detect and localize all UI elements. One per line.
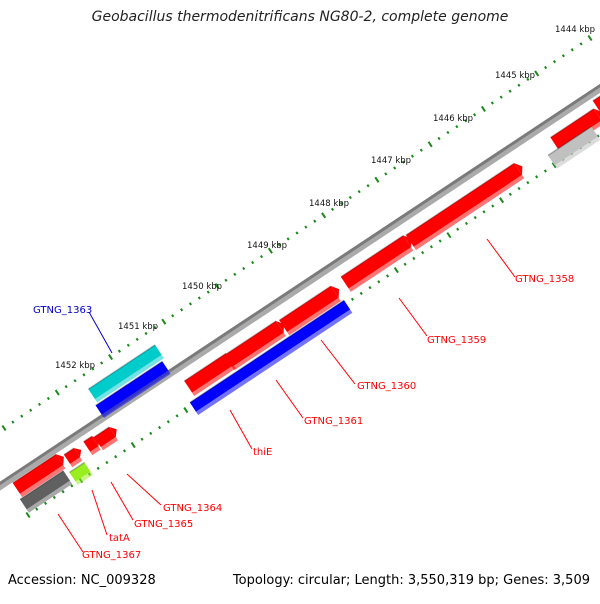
gene-gtng-1361[interactable] [223, 320, 286, 371]
gene-label-gtng-1361[interactable]: GTNG_1361 [304, 416, 363, 427]
gene-gtng-1363[interactable] [87, 344, 164, 403]
tick-label: 1445 kbp [495, 71, 535, 81]
gene-label-tata[interactable]: tatA [109, 533, 130, 544]
tick-label: 1447 kbp [371, 156, 411, 166]
gene-label-gtng-1364[interactable]: GTNG_1364 [163, 503, 222, 514]
gene-label-gtng-1359[interactable]: GTNG_1359 [427, 335, 486, 346]
gene-labels: GTNG_1358 GTNG_1359 GTNG_1360 GTNG_1361 … [33, 274, 574, 561]
label-leaders [57, 238, 516, 553]
tick-label: 1451 kbp [118, 322, 158, 332]
gene-gtng-1364[interactable] [93, 426, 119, 451]
tick-label: 1446 kbp [433, 114, 473, 124]
gene-blue-feature[interactable] [189, 299, 353, 416]
feature-track [12, 95, 600, 513]
tick-label: 1450 kbp [182, 282, 222, 292]
gene-gray-feature[interactable] [19, 470, 73, 513]
gene-gtng-1363-reverse[interactable] [95, 360, 171, 419]
gene-label-gtng-1367[interactable]: GTNG_1367 [82, 550, 141, 561]
gene-label-gtng-1358[interactable]: GTNG_1358 [515, 274, 574, 285]
gene-label-gtng-1360[interactable]: GTNG_1360 [357, 381, 416, 392]
gene-gtng-1360[interactable] [278, 285, 341, 336]
feature-box[interactable] [547, 126, 600, 169]
tick-label: 1449 kbp [247, 241, 287, 251]
gene-gtng-1358[interactable] [405, 162, 525, 251]
gene-thie[interactable] [183, 352, 236, 396]
tick-label: 1452 kbp [55, 361, 95, 371]
tick-label: 1448 kbp [309, 199, 349, 209]
gene-gtng-1367[interactable] [12, 453, 66, 498]
gene-gtng-1359[interactable] [340, 234, 414, 292]
accession-text: Accession: NC_009328 [8, 573, 156, 588]
gene-label-gtng-1365[interactable]: GTNG_1365 [134, 519, 193, 530]
gene-tata[interactable] [63, 447, 83, 468]
gene-lime-feature[interactable] [69, 461, 93, 485]
gene-label-thie[interactable]: thiE [253, 447, 272, 458]
genome-summary-text: Topology: circular; Length: 3,550,319 bp… [232, 573, 590, 588]
tick-label: 1444 kbp [555, 25, 595, 35]
gene-label-gtng-1363[interactable]: GTNG_1363 [33, 305, 92, 316]
tick-labels: 1444 kbp 1445 kbp 1446 kbp 1447 kbp 1448 kbp… [55, 25, 595, 371]
map-title: Geobacillus thermodenitrificans NG80-2, … [91, 9, 509, 25]
gene-gtng-1365[interactable] [83, 435, 101, 456]
backbone [0, 83, 600, 491]
tick-rail-outer [1, 34, 593, 432]
